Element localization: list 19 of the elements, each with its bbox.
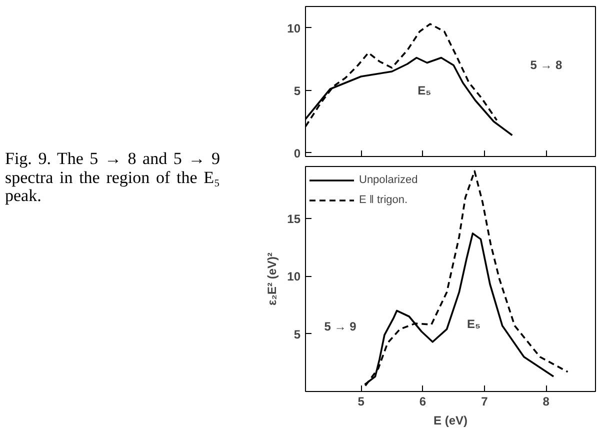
y-tick-label: 10 — [287, 21, 301, 36]
legend-label: Unpolarized — [359, 174, 418, 186]
y-axis-title: ε₂E² (eV)² — [265, 252, 280, 306]
x-axis-title: E (eV) — [433, 414, 468, 428]
annotation: E₅ — [466, 317, 480, 331]
y-tick-label: 5 — [294, 327, 301, 342]
x-tick-label: 7 — [481, 394, 488, 408]
x-tick-label: 5 — [358, 394, 365, 408]
annotation: 5 → 9 — [324, 319, 357, 334]
y-tick-label: 10 — [287, 270, 301, 284]
annotation: E₅ — [418, 84, 432, 98]
x-tick-label: 8 — [542, 394, 550, 408]
caption: Fig. 9. The 5 → 8 and 5 → 9 spectra in the region of the E₅ peak. — [5, 149, 220, 206]
x-tick-label: 6 — [419, 394, 426, 408]
y-tick-label: 5 — [294, 84, 301, 98]
y-tick-label: 15 — [287, 212, 301, 226]
legend-label: E ǁ trigon. — [359, 194, 408, 206]
annotation: 5 → 8 — [530, 58, 563, 72]
y-tick-label: 0 — [294, 146, 301, 160]
